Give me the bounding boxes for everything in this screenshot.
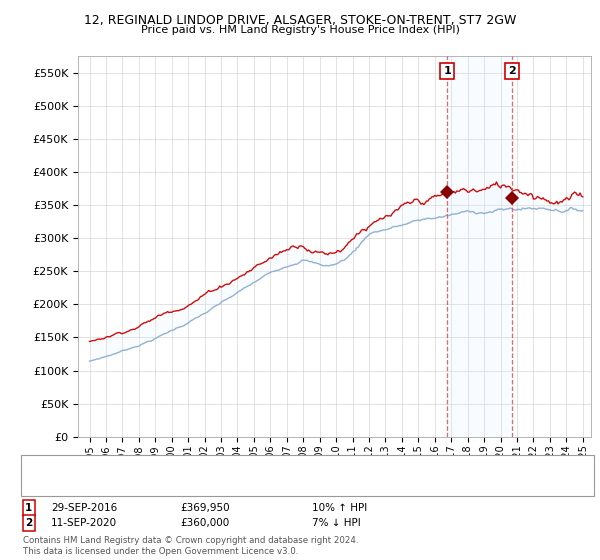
Text: 2: 2 [508, 66, 516, 76]
Text: ——: —— [33, 460, 61, 474]
Text: Contains HM Land Registry data © Crown copyright and database right 2024.
This d: Contains HM Land Registry data © Crown c… [23, 536, 358, 556]
Text: 12, REGINALD LINDOP DRIVE, ALSAGER, STOKE-ON-TRENT, ST7 2GW: 12, REGINALD LINDOP DRIVE, ALSAGER, STOK… [84, 14, 516, 27]
Text: 1: 1 [443, 66, 451, 76]
Text: £360,000: £360,000 [180, 518, 229, 528]
Text: Price paid vs. HM Land Registry's House Price Index (HPI): Price paid vs. HM Land Registry's House … [140, 25, 460, 35]
Text: 11-SEP-2020: 11-SEP-2020 [51, 518, 117, 528]
Bar [447, 56, 512, 437]
Text: HPI: Average price, detached house, Cheshire East: HPI: Average price, detached house, Ches… [63, 480, 311, 491]
Text: 29-SEP-2016: 29-SEP-2016 [51, 503, 117, 513]
Text: 2: 2 [25, 518, 32, 528]
Text: £369,950: £369,950 [180, 503, 230, 513]
Text: 7% ↓ HPI: 7% ↓ HPI [312, 518, 361, 528]
Text: 12, REGINALD LINDOP DRIVE, ALSAGER, STOKE-ON-TRENT, ST7 2GW (detached house): 12, REGINALD LINDOP DRIVE, ALSAGER, STOK… [63, 461, 489, 472]
Text: 1: 1 [25, 503, 32, 513]
Text: ——: —— [33, 478, 61, 493]
Text: 10% ↑ HPI: 10% ↑ HPI [312, 503, 367, 513]
